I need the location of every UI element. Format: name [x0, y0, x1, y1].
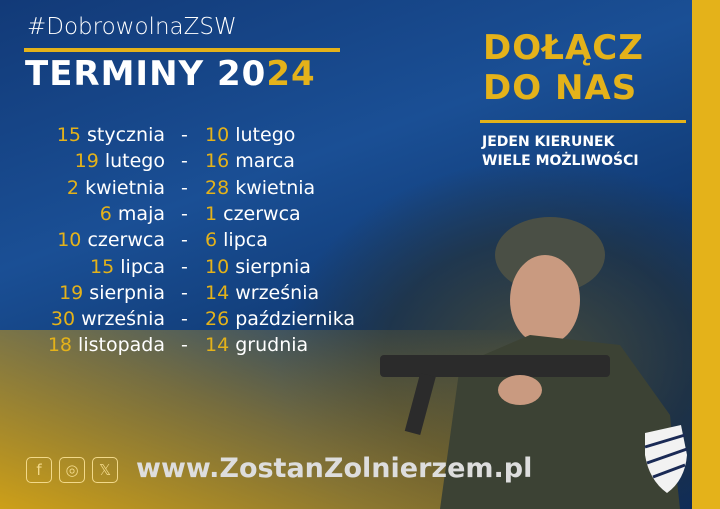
range-dash: - [181, 281, 188, 304]
title-year-highlight: 24 [266, 54, 316, 94]
x-icon[interactable]: 𝕏 [92, 457, 118, 483]
start-day: 19 [74, 150, 99, 173]
start-date: 19 sierpnia [59, 282, 165, 304]
end-date: 26 października [205, 308, 355, 330]
start-month: listopada [78, 334, 165, 357]
headline-line2: DO NAS [483, 68, 638, 108]
end-day: 10 [205, 255, 230, 278]
range-dash: - [181, 176, 188, 199]
start-day: 15 [90, 255, 115, 278]
start-date: 6 maja [100, 203, 165, 225]
date-range-row: 15 lipca -10 sierpnia [0, 256, 400, 282]
hashtag: #DobrowolnaZSW [27, 14, 237, 40]
end-day: 6 [205, 229, 218, 252]
start-date: 15 lipca [90, 256, 165, 278]
start-month: lutego [104, 150, 165, 173]
start-date: 15 stycznia [57, 124, 165, 146]
start-month: lipca [120, 255, 165, 278]
end-month: sierpnia [235, 255, 311, 278]
start-month: kwietnia [85, 176, 165, 199]
end-date: 14 września [205, 282, 319, 304]
end-day: 14 [205, 281, 230, 304]
date-range-row: 10 czerwca -6 lipca [0, 229, 400, 255]
start-month: września [81, 308, 165, 331]
range-dash: - [181, 308, 188, 331]
start-day: 6 [99, 202, 112, 225]
headline-line1: DOŁĄCZ [483, 28, 644, 68]
end-month: kwietnia [235, 176, 316, 199]
end-date: 10 sierpnia [205, 256, 311, 278]
date-range-row: 19 lutego -16 marca [0, 150, 400, 176]
start-month: stycznia [87, 124, 165, 146]
end-date: 1 czerwca [205, 203, 301, 225]
title-text: TERMINY 20 [25, 54, 267, 94]
end-month: września [235, 281, 320, 304]
start-date: 19 lutego [75, 150, 165, 172]
end-date: 10 lutego [205, 124, 295, 146]
start-day: 15 [56, 124, 81, 146]
range-dash: - [181, 334, 188, 357]
range-dash: - [181, 255, 188, 278]
divider [24, 48, 340, 52]
start-date: 18 listopada [48, 334, 165, 356]
end-day: 14 [205, 334, 230, 357]
tagline-line2: WIELE MOŻLIWOŚCI [482, 153, 639, 169]
yellow-stripe [692, 0, 720, 509]
start-day: 18 [47, 334, 72, 357]
end-date: 6 lipca [205, 229, 268, 251]
date-range-row: 2 kwietnia -28 kwietnia [0, 177, 400, 203]
end-month: grudnia [235, 334, 309, 357]
end-month: października [235, 308, 356, 331]
page-title: TERMINY 2024 [25, 54, 316, 94]
range-dash: - [181, 229, 188, 252]
range-dash: - [181, 150, 188, 173]
end-day: 26 [205, 308, 230, 331]
end-date: 16 marca [205, 150, 295, 172]
end-date: 14 grudnia [205, 334, 308, 356]
tagline: JEDEN KIERUNEK WIELE MOŻLIWOŚCI [482, 133, 639, 171]
end-day: 1 [205, 202, 218, 225]
facebook-icon[interactable]: f [26, 457, 52, 483]
date-range-row: 19 sierpnia -14 września [0, 282, 400, 308]
start-date: 2 kwietnia [67, 177, 165, 199]
start-day: 19 [59, 281, 84, 304]
start-date: 30 września [51, 308, 165, 330]
range-dash: - [181, 202, 188, 225]
start-day: 10 [57, 229, 82, 252]
soldier-photo [380, 217, 680, 509]
social-links: f ◎ 𝕏 [26, 457, 118, 483]
date-range-row: 30 września -26 października [0, 308, 400, 334]
headline: DOŁĄCZ DO NAS [483, 28, 644, 108]
shield-logo-icon [644, 425, 688, 493]
instagram-icon[interactable]: ◎ [59, 457, 85, 483]
tagline-line1: JEDEN KIERUNEK [482, 134, 615, 150]
range-dash: - [181, 124, 188, 146]
website-link[interactable]: www.ZostanZolnierzem.pl [136, 453, 533, 484]
end-month: czerwca [223, 202, 301, 225]
end-day: 16 [205, 150, 230, 173]
end-date: 28 kwietnia [205, 177, 315, 199]
date-range-row: 6 maja -1 czerwca [0, 203, 400, 229]
start-day: 30 [50, 308, 76, 331]
divider [480, 120, 686, 123]
end-month: lipca [223, 229, 268, 252]
start-month: sierpnia [89, 281, 165, 304]
date-range-row: 18 listopada -14 grudnia [0, 334, 400, 360]
end-day: 10 [205, 124, 230, 146]
start-day: 2 [66, 176, 80, 199]
end-month: lutego [235, 124, 296, 146]
start-month: czerwca [87, 229, 165, 252]
end-day: 28 [205, 176, 230, 199]
start-month: maja [117, 202, 165, 225]
end-month: marca [235, 150, 295, 173]
start-date: 10 czerwca [57, 229, 165, 251]
date-range-row: 15 stycznia -10 lutego [0, 124, 400, 150]
